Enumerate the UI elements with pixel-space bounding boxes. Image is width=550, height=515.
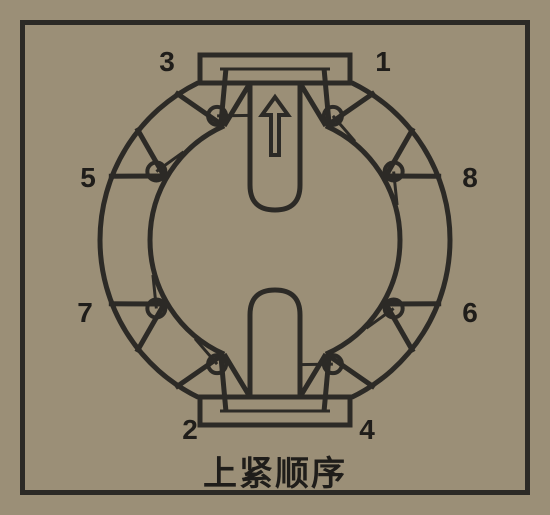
bolt-number-4: 4 (359, 414, 375, 446)
bolt-number-7: 7 (77, 297, 93, 329)
bolt-number-2: 2 (182, 414, 198, 446)
bolt-number-8: 8 (462, 162, 478, 194)
bolt-number-6: 6 (462, 297, 478, 329)
bolt-number-3: 3 (159, 46, 175, 78)
diagram-svg (0, 0, 550, 515)
caption: 上紧顺序 (203, 446, 347, 495)
bolt-number-5: 5 (80, 162, 96, 194)
bolt-number-1: 1 (375, 46, 391, 78)
